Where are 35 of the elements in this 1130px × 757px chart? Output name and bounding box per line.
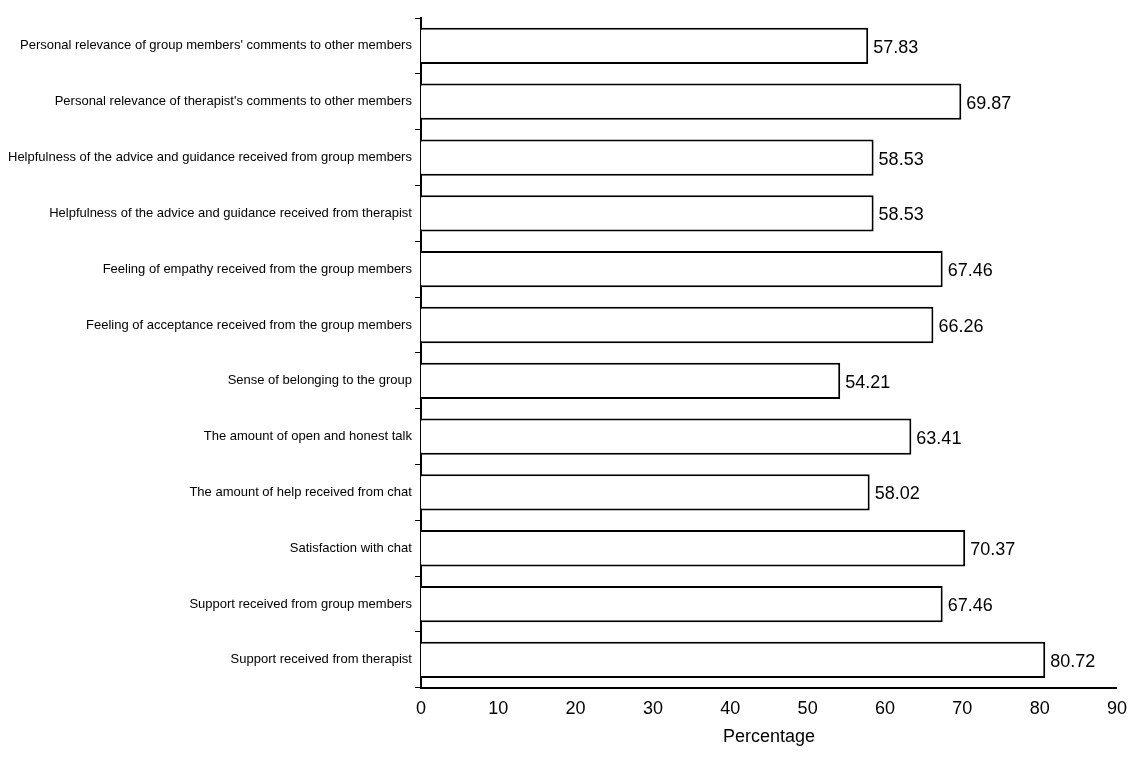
x-tick-label: 40 <box>720 697 741 718</box>
x-tick-label: 30 <box>642 697 663 718</box>
x-tick-label: 60 <box>874 697 895 718</box>
y-tick-label: Personal relevance of therapist's comments to other members <box>54 93 413 109</box>
data-label: 80.72 <box>1050 650 1096 671</box>
x-tick-label: 50 <box>797 697 818 718</box>
data-label: 57.83 <box>873 36 919 57</box>
y-tick-label: The amount of open and honest talk <box>203 428 413 444</box>
data-label: 58.02 <box>874 483 920 504</box>
x-tick-label: 80 <box>1029 697 1050 718</box>
data-label: 67.46 <box>947 595 993 616</box>
y-tick-label: Support received from therapist <box>230 651 413 667</box>
data-label: 63.41 <box>916 427 962 448</box>
y-tick-label: Helpfulness of the advice and guidance received from therapist <box>49 204 413 220</box>
y-tick-label: Support received from group members <box>189 595 413 611</box>
data-label: 66.26 <box>938 315 984 336</box>
y-tick-label: The amount of help received from chat <box>189 484 413 500</box>
data-label: 69.87 <box>966 92 1012 113</box>
y-tick-label: Feeling of empathy received from the group members <box>102 260 413 276</box>
x-axis-title: Percentage <box>722 726 816 747</box>
y-tick-label: Helpfulness of the advice and guidance received from group members <box>7 149 413 165</box>
x-tick-label: 90 <box>1106 697 1127 718</box>
data-label: 67.46 <box>947 260 993 281</box>
data-label: 58.53 <box>878 204 924 225</box>
data-label: 54.21 <box>845 371 891 392</box>
y-tick-label: Satisfaction with chat <box>289 539 413 555</box>
x-tick-label: 0 <box>415 697 426 718</box>
x-tick-label: 70 <box>952 697 973 718</box>
y-tick-label: Personal relevance of group members' comments to other members <box>20 37 413 53</box>
data-label: 58.53 <box>878 148 924 169</box>
x-tick-label: 10 <box>488 697 509 718</box>
x-tick-label: 20 <box>565 697 586 718</box>
data-label: 70.37 <box>970 539 1016 560</box>
y-tick-label: Sense of belonging to the group <box>227 372 412 388</box>
y-tick-label: Feeling of acceptance received from the group members <box>86 316 413 332</box>
